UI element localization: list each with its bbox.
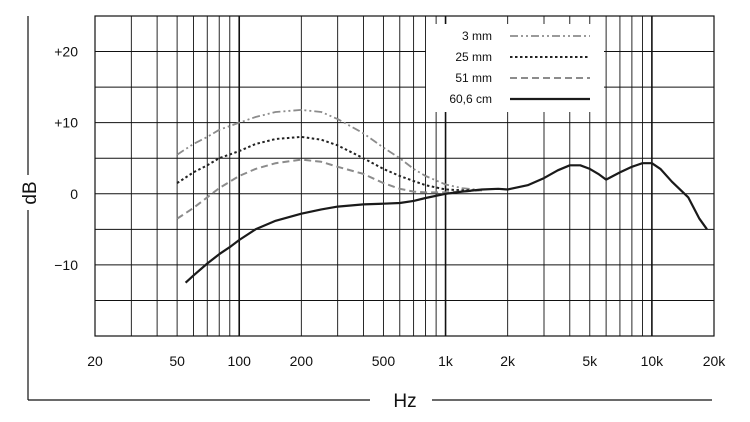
legend-label: 60,6 cm [449, 92, 492, 106]
legend-label: 51 mm [455, 71, 492, 85]
x-tick-labels: 20 50 100 200 500 1k 2k 5k 10k 20k [87, 353, 726, 369]
series-group [176, 109, 708, 284]
x-tick-label: 50 [169, 353, 185, 369]
x-tick-label: 10k [641, 353, 665, 369]
y-tick-label: −10 [54, 257, 78, 273]
horizontal-grid [95, 51, 714, 301]
series-line-1 [176, 109, 482, 192]
x-tick-label: 2k [500, 353, 516, 369]
x-tick-label: 100 [228, 353, 252, 369]
series-line-2 [176, 135, 482, 192]
legend-background [426, 24, 604, 112]
legend-label: 3 mm [462, 29, 492, 43]
y-axis-title: dB [20, 181, 41, 204]
x-tick-label: 200 [290, 353, 314, 369]
legend-label: 25 mm [455, 50, 492, 64]
x-tick-label: 1k [438, 353, 454, 369]
series-line-3 [176, 158, 482, 220]
legend: 3 mm 25 mm 51 mm 60,6 cm [426, 24, 604, 112]
plot-frame [94, 15, 715, 337]
x-tick-label: 5k [582, 353, 598, 369]
series-line-4 [184, 162, 708, 284]
x-tick-label: 20 [87, 353, 103, 369]
y-tick-label: 0 [70, 186, 78, 202]
x-axis-title: Hz [393, 391, 416, 412]
y-tick-labels: +20 +10 0 −10 [54, 44, 78, 273]
x-tick-label: 20k [703, 353, 727, 369]
y-tick-label: +10 [54, 115, 78, 131]
x-tick-label: 500 [372, 353, 396, 369]
y-tick-label: +20 [54, 44, 78, 60]
